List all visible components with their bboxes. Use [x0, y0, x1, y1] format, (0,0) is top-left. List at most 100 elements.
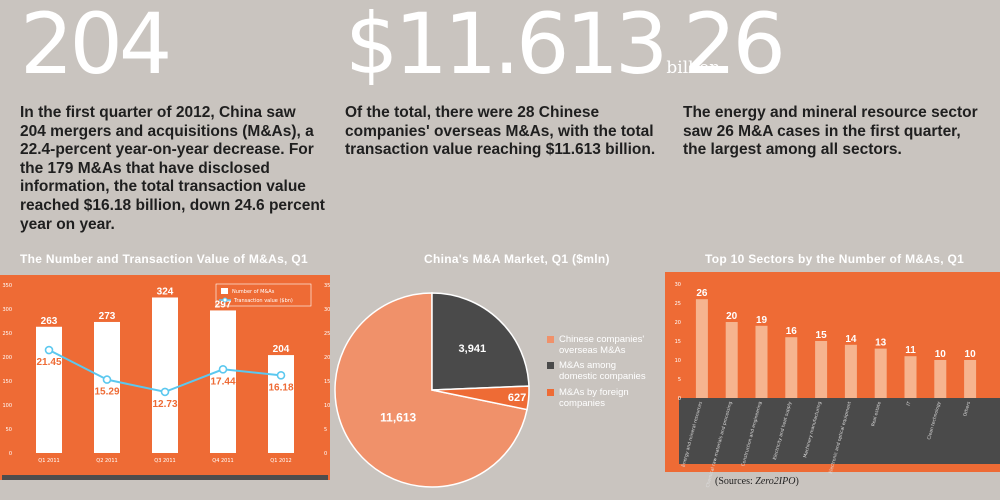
chart3-bar — [725, 322, 738, 398]
stat-text-sector: The energy and mineral resource sector s… — [683, 104, 978, 159]
chart1-x-tick: Q1 2012 — [270, 458, 291, 464]
chart3-bar-value: 13 — [875, 338, 887, 349]
chart1-x-tick: Q3 2011 — [154, 458, 175, 464]
stat-text-total: In the first quarter of 2012, China saw … — [20, 104, 325, 233]
stat-number-total: 204 — [20, 0, 172, 95]
chart3-bar — [964, 360, 977, 398]
chart1-line-value: 15.29 — [94, 387, 119, 398]
chart1-line-value: 12.73 — [152, 399, 177, 410]
chart1-legend-bar-label: Number of M&As — [232, 289, 275, 295]
chart1-legend-line-label: Transaction value ($bn) — [233, 298, 293, 304]
chart3-y-tick: 20 — [675, 320, 681, 326]
chart1-bar — [268, 355, 294, 453]
chart2-legend-label: M&As by foreign companies — [559, 387, 629, 409]
chart1-bar-value: 273 — [99, 311, 116, 322]
chart1-y2-tick: 5 — [324, 427, 327, 433]
chart2-legend-label-line: domestic companies — [559, 371, 646, 382]
chart1-y-tick: 100 — [2, 403, 12, 409]
chart1-line-point — [102, 375, 112, 384]
chart3-category-band — [679, 398, 1000, 464]
chart1-y-tick: 350 — [2, 283, 12, 289]
chart1-y2-tick: 30 — [324, 307, 330, 313]
chart1-line-point — [160, 387, 170, 397]
chart1-legend-line-marker — [222, 297, 228, 303]
stat-number-value: $11.613 — [345, 0, 668, 93]
chart1-y-tick: 50 — [6, 427, 12, 433]
chart3-bar — [785, 337, 798, 398]
chart1-line-value: 21.45 — [36, 357, 61, 368]
chart1-y-tick: 150 — [2, 379, 12, 385]
chart3-bar — [695, 299, 708, 398]
chart2-legend-swatch — [547, 362, 554, 369]
chart1-x-tick: Q4 2011 — [212, 458, 233, 464]
source-name: Zero2IPO — [755, 476, 796, 487]
chart3-bar — [844, 344, 857, 398]
chart1-x-tick: Q2 2011 — [96, 458, 117, 464]
chart1-title: The Number and Transaction Value of M&As… — [20, 252, 308, 266]
chart1-bottom-border — [2, 475, 328, 480]
chart2-legend-label-line: M&As by foreign — [559, 387, 629, 398]
chart3-title: Top 10 Sectors by the Number of M&As, Q1 — [705, 252, 965, 266]
chart3-bar-value: 26 — [696, 288, 708, 299]
chart1-y-tick: 300 — [2, 307, 12, 313]
stat-number-overseas: $11.613 billion — [345, 0, 720, 95]
chart2-legend-label-line: Chinese companies' — [559, 334, 644, 345]
chart3-bar-value: 15 — [816, 330, 828, 341]
chart1-line-value: 16.18 — [268, 382, 293, 393]
chart1-legend-bar-swatch — [221, 288, 228, 294]
chart2-slice — [431, 385, 530, 411]
chart2-legend-swatch — [547, 336, 554, 343]
chart3-bar — [755, 325, 768, 398]
chart3-bar — [815, 341, 828, 398]
chart1-line-point — [276, 371, 286, 380]
chart2-legend-label-line: overseas M&As — [559, 345, 626, 356]
chart1-legend: Number of M&As Transaction value ($bn) — [215, 283, 312, 307]
chart2-legend-label-line: companies — [559, 398, 605, 409]
chart3-bar-value: 19 — [756, 315, 768, 326]
chart3-bar — [934, 360, 947, 398]
chart1-bar — [94, 321, 120, 453]
chart1-y2-tick: 20 — [324, 355, 330, 361]
chart3-y-tick: 15 — [675, 339, 681, 345]
chart3-x-tick: IT — [906, 401, 913, 407]
chart3-bar-value: 10 — [965, 349, 977, 360]
chart2-slice-label: 627 — [508, 392, 526, 404]
chart1-line-point — [218, 364, 228, 374]
chart1-x-tick: Q1 2011 — [38, 458, 59, 464]
chart3-bar-value: 11 — [905, 345, 916, 356]
chart3-y-tick: 25 — [675, 301, 681, 307]
chart1-y-tick: 250 — [2, 331, 12, 337]
chart2-svg: 11,613 3,941 627 Chinese companies' overseas… — [334, 292, 646, 488]
chart2-title: China's M&A Market, Q1 ($mln) — [424, 252, 610, 266]
chart1-legend-frame — [215, 283, 312, 307]
chart1-bar-value: 324 — [157, 286, 174, 297]
chart1-y2-tick: 35 — [324, 283, 330, 289]
stat-number-sector: 26 — [683, 0, 786, 95]
source-prefix: (Sources: — [715, 476, 756, 487]
chart3-y-tick: 10 — [675, 358, 681, 364]
stat-number-value: 204 — [20, 0, 172, 93]
chart1-y-tick: 0 — [9, 451, 12, 457]
chart1-y-tick: 200 — [2, 355, 12, 361]
chart2-slice-label: 11,613 — [380, 411, 416, 425]
chart2-slice — [431, 292, 530, 391]
source-suffix: ) — [795, 476, 799, 487]
chart1-y2-tick: 10 — [324, 403, 330, 409]
chart1-bar-value: 263 — [41, 316, 58, 327]
chart3-bar-value: 16 — [786, 326, 798, 337]
chart1-line-point — [44, 345, 54, 355]
chart1-y2-tick: 15 — [324, 379, 330, 385]
chart3-y-tick: 30 — [675, 282, 681, 288]
chart2-slice — [334, 292, 528, 488]
chart1-bar — [210, 310, 236, 453]
chart1-line-value: 17.44 — [210, 376, 235, 387]
stat-text-overseas: Of the total, there were 28 Chinese comp… — [345, 104, 656, 159]
chart1-bar — [36, 326, 62, 453]
stat-number-unit: billion — [666, 58, 721, 78]
chart2-legend-label: Chinese companies' overseas M&As — [559, 334, 644, 356]
chart3-bar-value: 20 — [726, 311, 738, 322]
chart2-slice-label: 3,941 — [459, 343, 487, 355]
chart1-svg: 0 50 100 150 200 250 300 350 0 5 10 15 20 25 30 35 263 Q1… — [0, 275, 330, 480]
chart2-legend-label-line: M&As among — [559, 360, 616, 371]
